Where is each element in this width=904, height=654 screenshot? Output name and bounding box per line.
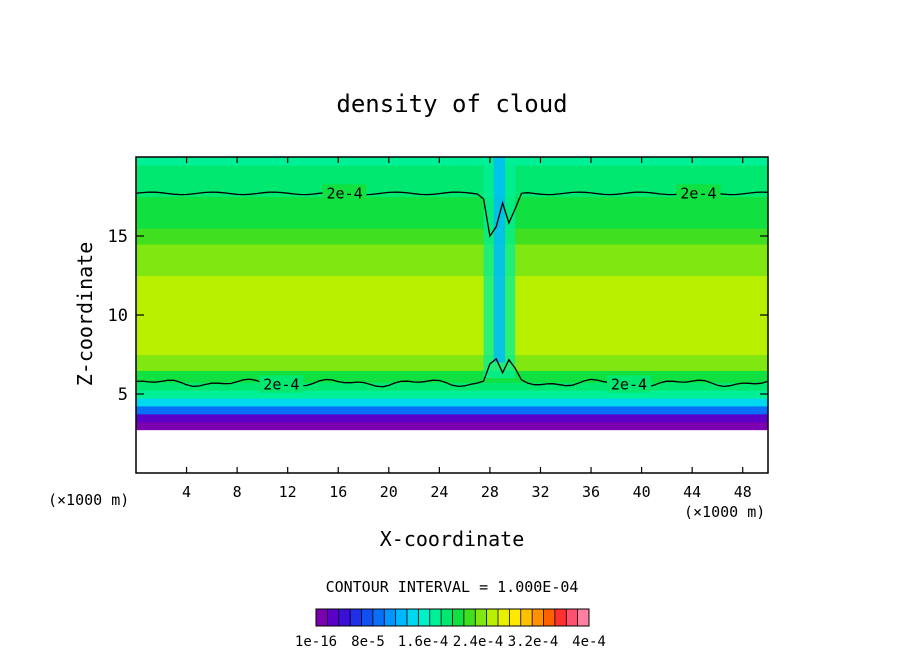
y-axis-label: Z-coordinate — [73, 242, 97, 387]
x-tick-label: 20 — [380, 483, 398, 501]
field-band — [136, 421, 768, 431]
colorbar-swatch — [327, 609, 340, 626]
x-tick-label: 16 — [329, 483, 347, 501]
field-band — [136, 338, 768, 356]
colorbar — [315, 608, 590, 627]
colorbar-swatch — [566, 609, 579, 626]
colorbar-swatch — [475, 609, 488, 626]
colorbar-swatch — [395, 609, 408, 626]
contour-line-lower — [135, 357, 769, 388]
x-tick-label: 44 — [683, 483, 701, 501]
colorbar-swatch — [520, 609, 533, 626]
field-band — [136, 212, 768, 229]
x-unit-label: (×1000 m) — [48, 491, 129, 509]
chart-title: density of cloud — [336, 90, 567, 118]
colorbar-swatch — [418, 609, 431, 626]
x-tick-label: 28 — [481, 483, 499, 501]
colorbar-swatch — [350, 609, 362, 626]
y-tick-label: 10 — [108, 306, 128, 326]
contour-label-bg — [606, 375, 651, 393]
contour-lines: 2e-4 2e-4 2e-4 2e-4 — [135, 184, 769, 394]
x-tick-label: 36 — [582, 483, 600, 501]
colorbar-swatch — [486, 609, 499, 626]
colorbar-swatch — [316, 609, 328, 626]
contour-label-bg — [259, 375, 304, 393]
y-tick-label: 15 — [108, 227, 128, 247]
colorbar-tick-label: 3.2e-4 — [508, 634, 559, 650]
colorbar-swatch — [372, 609, 385, 626]
heatmap-field — [136, 157, 768, 431]
field-band — [136, 382, 768, 391]
field-band — [136, 397, 768, 407]
field-band — [136, 307, 768, 324]
colorbar-frame — [315, 608, 590, 627]
colorbar-swatch — [509, 609, 522, 626]
x-axis-ticks: 4 8 12 16 20 24 28 32 36 40 44 48 — [182, 157, 752, 501]
colorbar-swatch — [441, 609, 453, 626]
x-tick-label: 32 — [531, 483, 549, 501]
field-band — [136, 390, 768, 399]
contour-label-bg — [676, 184, 721, 202]
contour-label: 2e-4 — [263, 376, 299, 394]
field-band — [136, 196, 768, 213]
colorbar-swatch — [361, 609, 374, 626]
x-unit-label-right: (×1000 m) — [684, 503, 765, 521]
contour-interval-text: CONTOUR INTERVAL = 1.000E-04 — [326, 578, 579, 596]
contour-line-upper — [135, 191, 769, 238]
colorbar-swatch — [498, 609, 510, 626]
colorbar-swatch — [452, 609, 465, 626]
contour-label-bg — [322, 184, 367, 202]
colorbar-tick-label: 2.4e-4 — [453, 634, 504, 650]
colorbar-swatch — [554, 609, 567, 626]
field-band — [136, 354, 768, 371]
updraft-core — [493, 157, 506, 363]
x-tick-label: 24 — [430, 483, 448, 501]
field-band — [136, 405, 768, 415]
contour-label: 2e-4 — [326, 184, 362, 202]
colorbar-swatch — [429, 609, 442, 626]
field-band — [136, 322, 768, 340]
field-band — [136, 291, 768, 308]
field-band — [136, 275, 768, 292]
x-tick-label: 40 — [633, 483, 651, 501]
colorbar-swatch — [532, 609, 544, 626]
colorbar-tick-label: 8e-5 — [351, 634, 385, 650]
x-tick-label: 8 — [233, 483, 242, 501]
field-band — [136, 243, 768, 261]
x-tick-label: 12 — [279, 483, 297, 501]
field-band — [136, 164, 768, 182]
field-band — [136, 228, 768, 245]
colorbar-swatch — [407, 609, 419, 626]
contour-label: 2e-4 — [611, 376, 647, 394]
colorbar-swatch — [463, 609, 476, 626]
x-tick-label: 48 — [734, 483, 752, 501]
field-band — [136, 259, 768, 277]
colorbar-swatch — [543, 609, 556, 626]
contour-label: 2e-4 — [680, 184, 716, 202]
colorbar-tick-label: 1.6e-4 — [398, 634, 449, 650]
field-band — [136, 180, 768, 198]
colorbar-labels: 1e-16 8e-5 1.6e-4 2.4e-4 3.2e-4 4e-4 — [295, 634, 606, 650]
colorbar-swatch — [384, 609, 397, 626]
colorbar-swatch — [577, 609, 590, 626]
y-tick-label: 5 — [118, 385, 128, 405]
field-band — [136, 157, 768, 166]
colorbar-tick-label: 1e-16 — [295, 634, 337, 650]
colorbar-swatch — [338, 609, 351, 626]
x-tick-label: 4 — [182, 483, 191, 501]
field-band — [136, 413, 768, 423]
x-axis-label: X-coordinate — [380, 527, 525, 551]
colorbar-tick-label: 4e-4 — [572, 634, 606, 650]
y-axis-ticks: 5 10 15 — [108, 227, 768, 405]
